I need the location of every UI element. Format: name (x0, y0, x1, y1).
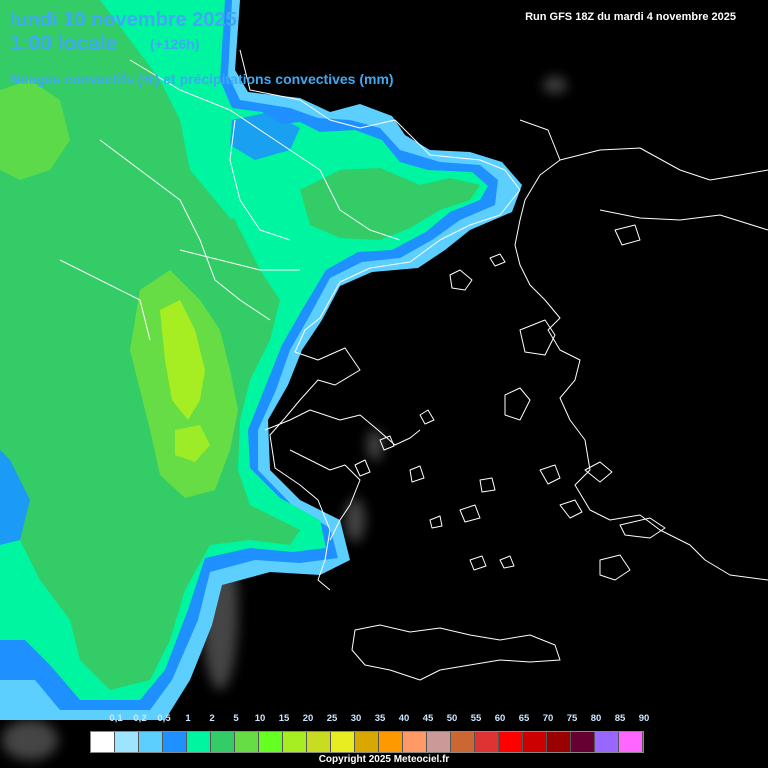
legend-swatch (355, 732, 379, 752)
legend-swatch (235, 732, 259, 752)
legend-label: 15 (278, 713, 290, 724)
legend-swatch (259, 732, 283, 752)
legend-label: 55 (470, 713, 482, 724)
legend-swatch (283, 732, 307, 752)
forecast-variable-title: Nuages convectifs (%) et précipitations … (10, 71, 394, 87)
legend-swatch (523, 732, 547, 752)
legend-label: 0,1 (109, 713, 123, 724)
legend-label: 50 (446, 713, 458, 724)
legend-label: 65 (518, 713, 530, 724)
legend-label: 40 (398, 713, 410, 724)
legend-swatch (91, 732, 115, 752)
legend-swatch (595, 732, 619, 752)
legend-swatch (451, 732, 475, 752)
legend-swatch (571, 732, 595, 752)
model-run-info: Run GFS 18Z du mardi 4 novembre 2025 (525, 11, 736, 23)
legend-swatch (115, 732, 139, 752)
forecast-lead-time: (+126h) (150, 36, 200, 52)
legend-color-bar (90, 731, 644, 753)
legend-swatch (499, 732, 523, 752)
legend-swatch (163, 732, 187, 752)
legend-swatch (187, 732, 211, 752)
legend-label: 90 (638, 713, 650, 724)
convective-cloud-layer-yellow-green (160, 300, 210, 462)
legend-swatch (619, 732, 643, 752)
legend-swatch (307, 732, 331, 752)
legend-label: 20 (302, 713, 314, 724)
legend-label: 75 (566, 713, 578, 724)
legend-label: 70 (542, 713, 554, 724)
legend-labels: 0,1 0,2 0,5 1 2 5 10 15 20 25 30 35 40 45 50 55 60 65 70 75… (90, 713, 666, 727)
forecast-local-time: 1:00 locale (10, 32, 118, 55)
legend-swatch (139, 732, 163, 752)
legend-swatch (547, 732, 571, 752)
legend-label: 80 (590, 713, 602, 724)
legend-label: 60 (494, 713, 506, 724)
forecast-date: lundi 10 novembre 2025 (10, 9, 237, 31)
copyright-notice: Copyright 2025 Meteociel.fr (318, 754, 450, 765)
legend-swatch (379, 732, 403, 752)
legend-swatch (403, 732, 427, 752)
legend-label: 0,5 (157, 713, 171, 724)
legend-swatch (211, 732, 235, 752)
legend-label: 35 (374, 713, 386, 724)
legend-swatch (331, 732, 355, 752)
legend-label: 2 (209, 713, 215, 724)
legend-swatch (475, 732, 499, 752)
color-scale-legend: 0,1 0,2 0,5 1 2 5 10 15 20 25 30 35 40 45 50 55 60 65 70 75… (90, 713, 666, 753)
country-borders-and-coastlines (59, 49, 768, 681)
legend-swatch (427, 732, 451, 752)
legend-label: 45 (422, 713, 434, 724)
legend-label: 85 (614, 713, 626, 724)
legend-label: 10 (254, 713, 266, 724)
legend-label: 5 (233, 713, 239, 724)
legend-label: 1 (185, 713, 191, 724)
legend-label: 30 (350, 713, 362, 724)
legend-label: 0,2 (133, 713, 147, 724)
legend-label: 25 (326, 713, 338, 724)
